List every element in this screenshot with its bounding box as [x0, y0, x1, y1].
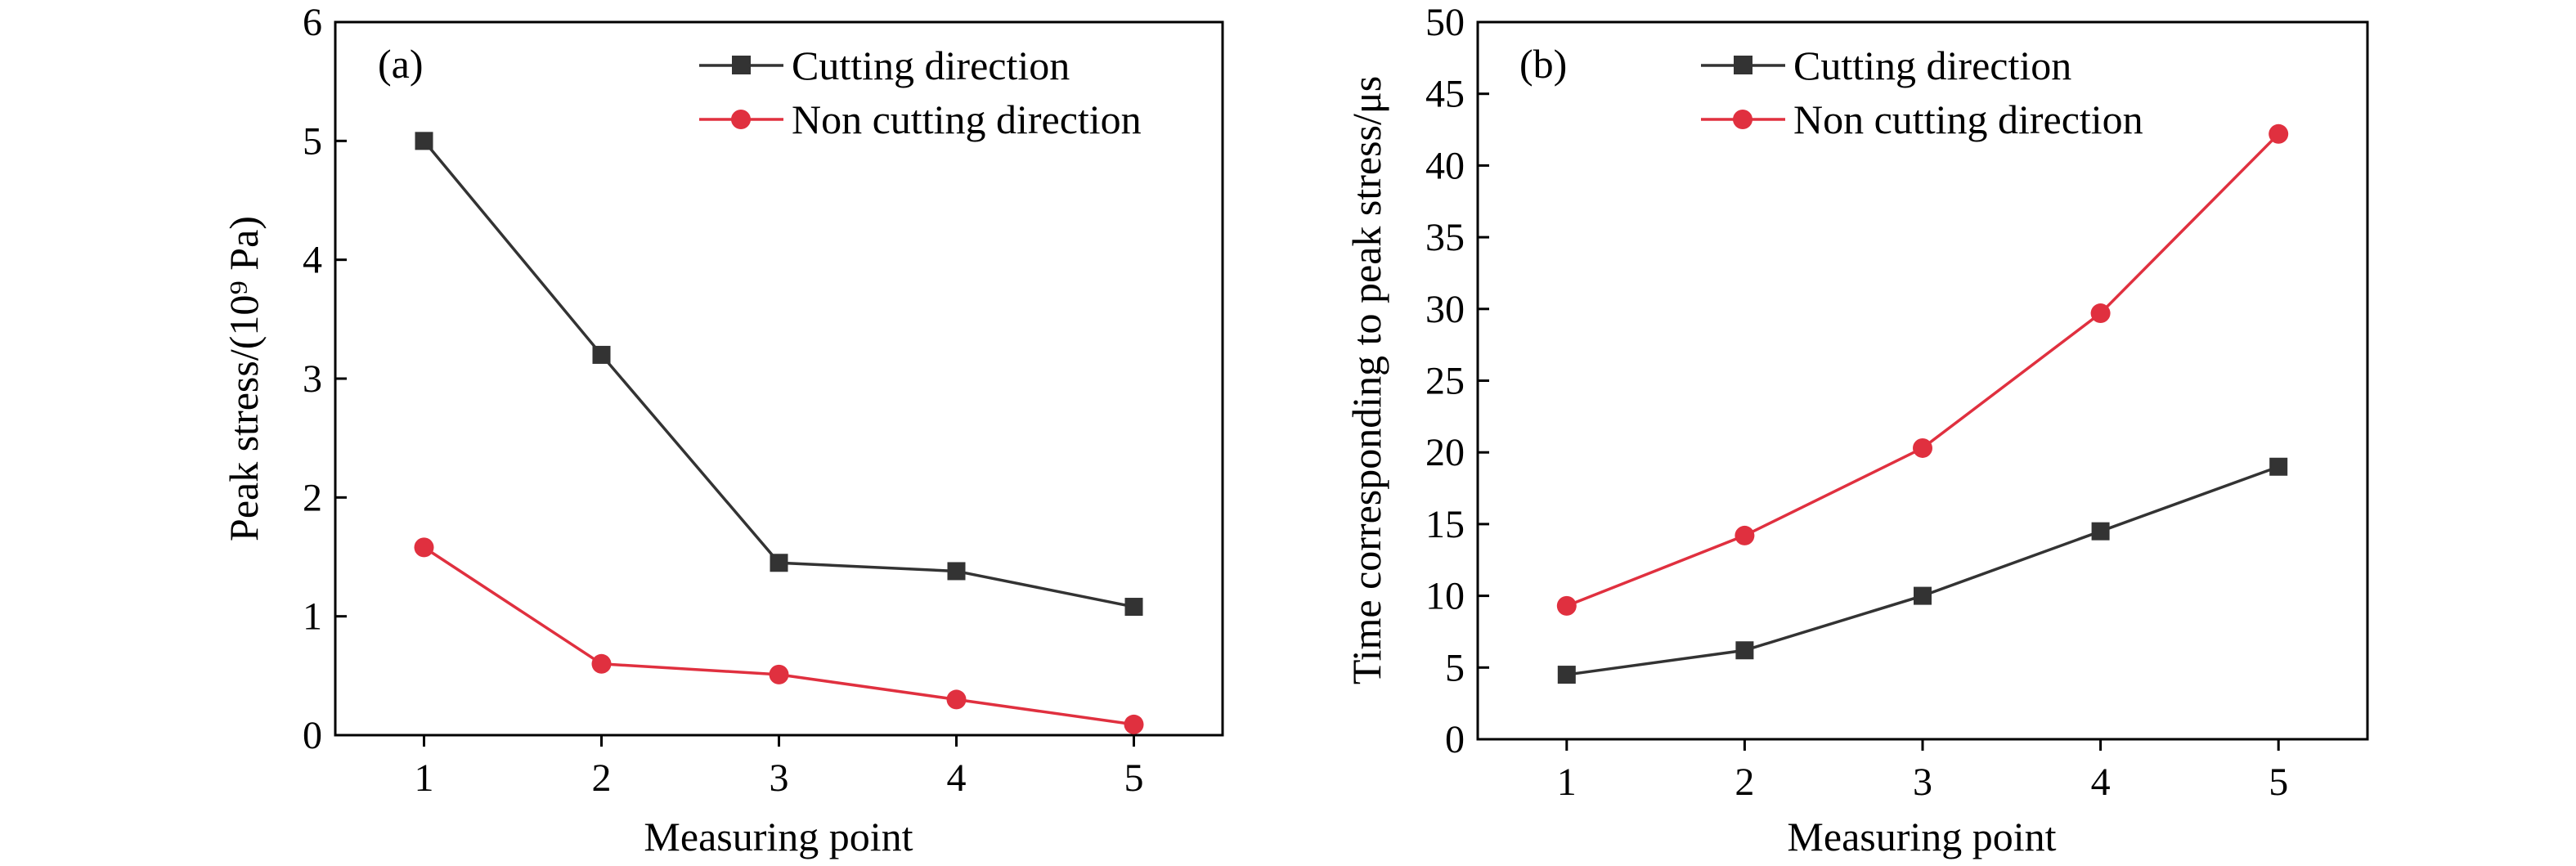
- ticks-a: 0 1 2 3 4 5 6 1 2 3 4 5: [303, 1, 1144, 800]
- panel-b: (b) Measuring point Time corresponding t…: [1344, 1, 2369, 859]
- legend-b-noncutting-label: Non cutting direction: [1793, 96, 2143, 142]
- y-tick-label-b-25: 25: [1425, 360, 1465, 403]
- x-tick-label-b-5: 5: [2269, 761, 2288, 804]
- data-point-b-0-1: [1735, 641, 1754, 660]
- data-point-b-1-2: [1913, 437, 1932, 458]
- y-tick-label-a-5: 5: [303, 119, 322, 163]
- series-b: [1556, 123, 2289, 684]
- y-tick-label-b-0: 0: [1445, 718, 1465, 761]
- data-point-a-0-4: [1124, 598, 1143, 617]
- y-tick-label-b-40: 40: [1425, 144, 1465, 187]
- data-point-b-0-3: [2091, 522, 2110, 541]
- data-point-a-0-2: [770, 554, 788, 572]
- y-tick-label-b-30: 30: [1425, 288, 1465, 331]
- y-axis-label-a: Peak stress/(10⁹ Pa): [221, 216, 267, 541]
- data-point-a-1-1: [591, 653, 612, 674]
- series-line-b-1: [1566, 132, 2280, 608]
- series-a: [414, 132, 1144, 734]
- data-point-b-1-3: [2090, 303, 2111, 324]
- data-point-a-0-1: [592, 345, 611, 364]
- legend-b: Cutting direction Non cutting direction: [1701, 43, 2143, 142]
- legend-a-noncutting-marker: [731, 110, 751, 129]
- y-axis-label-b: Time corresponding to peak stress/μs: [1344, 76, 1389, 684]
- series-line-b-0: [1566, 465, 2279, 676]
- y-tick-label-a-4: 4: [303, 239, 322, 282]
- x-tick-label-a-1: 1: [415, 756, 434, 800]
- panel-label-a: (a): [378, 41, 424, 87]
- y-tick-label-a-0: 0: [303, 714, 322, 757]
- series-line-a-0: [423, 140, 1134, 608]
- x-tick-label-a-5: 5: [1124, 756, 1144, 800]
- data-point-b-1-1: [1735, 525, 1755, 545]
- y-tick-label-b-5: 5: [1445, 646, 1465, 689]
- legend-b-cutting-marker: [1734, 56, 1752, 74]
- panel-a: (a) Measuring point Peak stress/(10⁹ Pa)…: [221, 1, 1224, 859]
- panel-label-b: (b): [1519, 41, 1567, 87]
- y-tick-label-b-45: 45: [1425, 73, 1465, 116]
- data-point-b-0-0: [1557, 666, 1576, 684]
- x-tick-label-a-4: 4: [947, 756, 967, 800]
- y-tick-label-a-6: 6: [303, 1, 322, 44]
- x-tick-label-b-4: 4: [2091, 761, 2111, 804]
- legend-a: Cutting direction Non cutting direction: [699, 43, 1142, 142]
- y-tick-label-a-2: 2: [303, 476, 322, 519]
- x-tick-label-b-1: 1: [1557, 761, 1577, 804]
- y-tick-label-a-3: 3: [303, 357, 322, 401]
- y-tick-label-b-50: 50: [1425, 1, 1465, 44]
- data-point-a-1-2: [769, 664, 789, 684]
- y-tick-label-b-15: 15: [1425, 503, 1465, 546]
- x-tick-label-b-2: 2: [1735, 761, 1754, 804]
- legend-b-noncutting-marker: [1733, 110, 1752, 129]
- data-point-a-0-3: [947, 562, 966, 581]
- x-axis-label-a: Measuring point: [644, 814, 913, 859]
- series-line-a-1: [423, 545, 1134, 726]
- legend-a-cutting-label: Cutting direction: [792, 43, 1070, 88]
- x-axis-label-b: Measuring point: [1787, 814, 2056, 859]
- data-point-a-1-3: [946, 689, 967, 710]
- data-point-a-0-0: [415, 132, 433, 150]
- legend-a-cutting-marker: [732, 56, 751, 74]
- data-point-b-1-4: [2269, 123, 2289, 144]
- data-point-b-0-4: [2269, 457, 2288, 476]
- y-tick-label-b-35: 35: [1425, 216, 1465, 259]
- y-tick-label-b-20: 20: [1425, 431, 1465, 474]
- legend-a-noncutting-label: Non cutting direction: [792, 96, 1142, 142]
- data-point-a-1-0: [414, 537, 434, 558]
- data-point-b-0-2: [1914, 586, 1932, 605]
- data-point-a-1-4: [1124, 714, 1144, 734]
- x-tick-label-a-3: 3: [770, 756, 789, 800]
- y-tick-label-a-1: 1: [303, 595, 322, 639]
- x-tick-label-b-3: 3: [1913, 761, 1932, 804]
- x-tick-label-a-2: 2: [592, 756, 612, 800]
- y-tick-label-b-10: 10: [1425, 575, 1465, 618]
- data-point-b-1-0: [1556, 595, 1577, 616]
- legend-b-cutting-label: Cutting direction: [1793, 43, 2071, 88]
